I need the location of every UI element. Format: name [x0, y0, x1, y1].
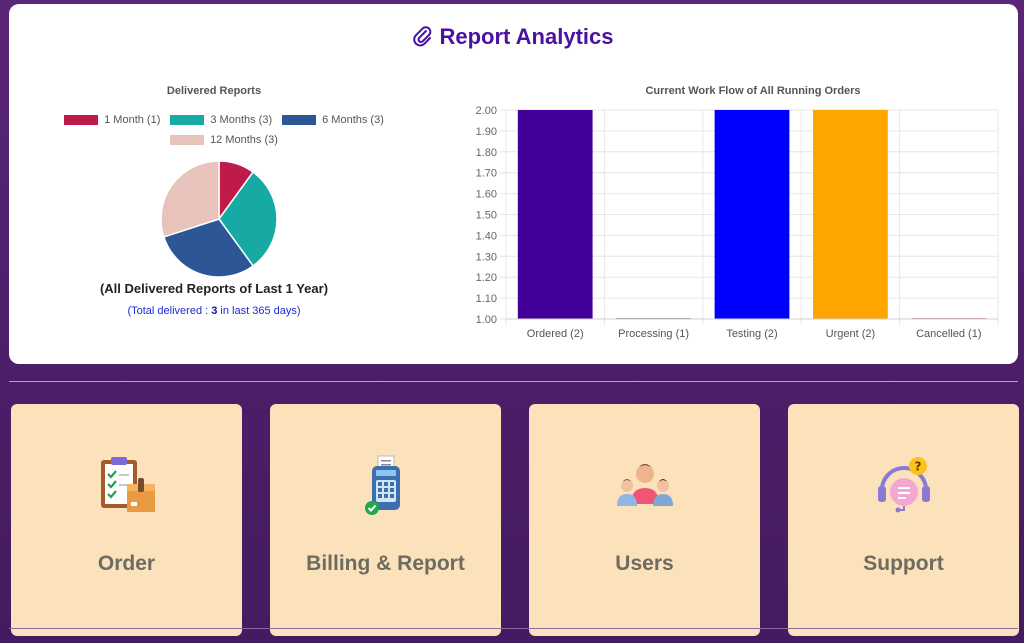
pie-chart-title: Delivered Reports [166, 85, 262, 97]
legend-swatch [170, 115, 205, 125]
pie-sub-suffix: in last 365 days) [217, 305, 301, 317]
delivered-reports-chart: Delivered Reports 1 Month (1) 3 Months (3… [9, 4, 439, 364]
legend-swatch [64, 115, 99, 125]
y-tick-label: 1.10 [476, 293, 497, 305]
legend-swatch [170, 135, 205, 145]
pie-chart [160, 160, 278, 278]
y-tick-label: 1.80 [476, 147, 497, 159]
legend-swatch [282, 115, 317, 125]
x-tick-label: Cancelled (1) [916, 328, 981, 340]
y-tick-label: 1.00 [476, 314, 497, 326]
bar[interactable] [813, 110, 888, 319]
billing-terminal-icon [364, 455, 400, 515]
pie-caption: (All Delivered Reports of Last 1 Year) [99, 281, 329, 296]
y-tick-label: 1.50 [476, 210, 497, 222]
bar[interactable] [517, 110, 593, 319]
pie-slice[interactable] [162, 218, 255, 278]
section-divider [9, 381, 1018, 382]
x-tick-label: Ordered (2) [527, 328, 584, 340]
pie-legend-item[interactable]: 6 Months (3) [282, 114, 384, 126]
bar[interactable] [714, 110, 790, 319]
y-tick-label: 1.70 [476, 168, 497, 180]
y-tick-label: 1.40 [476, 230, 497, 242]
paperclip-icon [413, 26, 432, 47]
pie-legend-item[interactable]: 1 Month (1) [64, 114, 160, 126]
users-card[interactable]: Users [529, 404, 760, 636]
order-card[interactable]: Order [11, 404, 242, 636]
users-group-icon [616, 464, 673, 506]
x-tick-label: Testing (2) [726, 328, 777, 340]
legend-label: 3 Months (3) [210, 114, 273, 126]
page-title: Report Analytics [9, 24, 1018, 50]
y-tick-label: 2.00 [476, 105, 497, 117]
support-card[interactable]: ? Support [788, 404, 1019, 636]
support-card-label: Support [863, 552, 944, 575]
support-headset-icon: ? [877, 457, 930, 513]
order-clipboard-icon [100, 457, 155, 512]
legend-label: 12 Months (3) [210, 134, 278, 146]
users-card-label: Users [615, 552, 674, 575]
pie-sub-prefix: (Total delivered : [127, 305, 212, 317]
page-title-text: Report Analytics [439, 24, 614, 49]
pie-legend-item[interactable]: 3 Months (3) [170, 114, 272, 126]
pie-sub-count: 3 [211, 305, 218, 317]
y-tick-label: 1.20 [476, 272, 497, 284]
bottom-divider [9, 628, 1018, 629]
y-tick-label: 1.30 [476, 251, 497, 263]
legend-label: 1 Month (1) [104, 114, 161, 126]
x-tick-label: Urgent (2) [826, 328, 876, 340]
pie-slice[interactable] [160, 160, 220, 238]
svg-text:?: ? [914, 460, 921, 474]
report-analytics-panel: Report Analytics Delivered Reports 1 Mon… [9, 4, 1018, 364]
pie-legend: 1 Month (1) 3 Months (3) 6 Months (3) 12 Mo… [49, 114, 399, 146]
workflow-bar-chart: 2.00 1.90 1.80 1.70 1.60 1.50 1.40 1.30 1.20 1.10… [476, 105, 999, 340]
billing-report-card-label: Billing & Report [306, 552, 465, 575]
order-card-label: Order [97, 552, 156, 575]
x-tick-label: Processing (1) [618, 328, 689, 340]
pie-total-delivered: (Total delivered : 3 in last 365 days) [49, 305, 379, 317]
legend-label: 6 Months (3) [322, 114, 384, 126]
y-tick-label: 1.60 [476, 189, 497, 201]
y-tick-label: 1.90 [476, 126, 497, 138]
billing-report-card[interactable]: Billing & Report [270, 404, 501, 636]
pie-slice[interactable] [218, 171, 278, 267]
pie-legend-item[interactable]: 12 Months (3) [170, 134, 278, 146]
bar-chart-title: Current Work Flow of All Running Orders [645, 85, 861, 97]
